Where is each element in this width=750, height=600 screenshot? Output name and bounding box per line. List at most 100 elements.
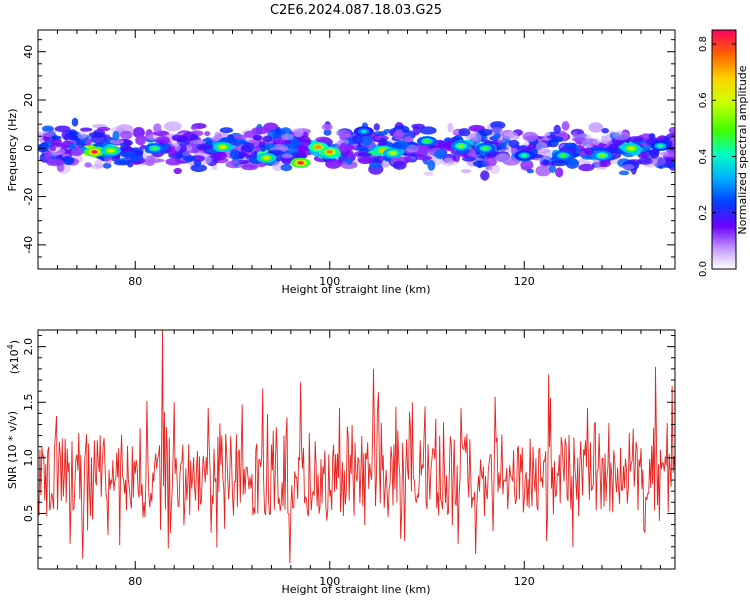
- figure-title: C2E6.2024.087.18.03.G25: [270, 3, 442, 18]
- heatmap-cell: [405, 144, 419, 153]
- heatmap-cell: [651, 157, 666, 166]
- snr-multiplier-base: (x10: [8, 349, 21, 374]
- heatmap-cell: [392, 160, 407, 170]
- snr-ticks: 80 100 120 0.5 1.0 1.5 2.0: [22, 330, 675, 588]
- heatmap-cell: [527, 143, 535, 150]
- heatmap-cell: [259, 144, 267, 152]
- heatmap-cell: [553, 124, 561, 134]
- y-tick-label: 0: [22, 145, 35, 152]
- heatmap-cell: [373, 123, 380, 131]
- heatmap-cell: [183, 155, 196, 162]
- heatmap-cell: [668, 126, 675, 134]
- heatmap-cell: [85, 138, 92, 146]
- heatmap-cell: [144, 155, 156, 166]
- heatmap-cell: [649, 148, 660, 160]
- heatmap-cell: [588, 122, 604, 133]
- heatmap-cell: [648, 133, 656, 139]
- heatmap-hotspot: [482, 146, 489, 151]
- heatmap-cell: [660, 151, 675, 157]
- heatmap-hotspot: [423, 139, 431, 143]
- heatmap-cell: [282, 145, 289, 151]
- heatmap-cell: [404, 155, 412, 163]
- heatmap-cell: [272, 161, 283, 172]
- heatmap-hotspot: [91, 150, 98, 154]
- heatmap-hotspot: [219, 145, 226, 149]
- heatmap-hotspot: [657, 144, 664, 148]
- spectrogram-heatmap: [38, 117, 675, 181]
- heatmap-cell: [61, 156, 75, 165]
- heatmap-cell: [251, 126, 270, 135]
- colorbar-tick-label: 0.4: [698, 149, 709, 165]
- heatmap-cell: [116, 158, 131, 165]
- heatmap-cell: [592, 137, 601, 146]
- heatmap-cell: [132, 127, 145, 138]
- heatmap-cell: [283, 140, 292, 145]
- y-tick-label: 0.5: [22, 505, 35, 523]
- heatmap-cell: [172, 135, 188, 141]
- heatmap-cell: [535, 142, 548, 151]
- heatmap-cell: [489, 164, 501, 174]
- heatmap-cell: [212, 150, 227, 161]
- heatmap-cell: [70, 147, 84, 157]
- snr-ylabel: SNR (10 * v/v): [6, 411, 19, 489]
- heatmap-cell: [561, 121, 570, 131]
- heatmap-cell: [262, 135, 273, 143]
- snr-multiplier: (x104): [6, 340, 21, 374]
- heatmap-cell: [508, 139, 520, 149]
- heatmap-cell: [526, 169, 534, 174]
- heatmap-cell: [339, 142, 348, 154]
- spectrogram-ylabel: Frequency (Hz): [6, 109, 19, 192]
- heatmap-cell: [535, 165, 551, 177]
- heatmap-cell: [522, 131, 538, 142]
- spectrogram-frame: [37, 29, 676, 270]
- x-tick-label: 120: [514, 275, 535, 288]
- heatmap-cell: [416, 155, 433, 161]
- heatmap-cell: [47, 158, 64, 167]
- heatmap-cell: [412, 125, 421, 136]
- heatmap-cell: [228, 160, 240, 165]
- heatmap-cell: [581, 154, 594, 160]
- heatmap-cell: [577, 158, 586, 164]
- heatmap-cell: [94, 159, 104, 169]
- spectrogram-ticks: 80 100 120 -40 -20 0 20 40: [22, 30, 675, 288]
- heatmap-cell: [135, 135, 145, 145]
- svg-text:(x104): (x104): [6, 340, 21, 374]
- y-tick-label: -20: [22, 188, 35, 206]
- heatmap-cell: [292, 139, 300, 150]
- heatmap-cell: [434, 148, 447, 160]
- heatmap-cell: [485, 156, 497, 167]
- heatmap-cell: [490, 121, 506, 130]
- heatmap-cell: [503, 131, 518, 140]
- heatmap-cell: [51, 137, 62, 146]
- heatmap-cell: [51, 135, 62, 140]
- heatmap-cell: [44, 150, 52, 161]
- heatmap-hotspot: [297, 161, 304, 165]
- heatmap-cell: [293, 127, 304, 138]
- snr-multiplier-close: ): [8, 340, 21, 344]
- heatmap-cell: [572, 137, 587, 143]
- x-tick-label: 100: [319, 275, 340, 288]
- heatmap-cell: [49, 145, 57, 152]
- snr-series-line: [38, 330, 675, 564]
- colorbar-ticks: 0.0 0.2 0.4 0.6 0.8: [698, 36, 736, 277]
- snr-panel: 80 100 120 0.5 1.0 1.5 2.0 Height of straight …: [6, 329, 676, 596]
- heatmap-cell: [338, 132, 351, 139]
- heatmap-hotspot: [521, 153, 528, 158]
- heatmap-cell: [112, 130, 120, 141]
- colorbar-tick-label: 0.0: [698, 261, 709, 277]
- y-tick-label: -40: [22, 236, 35, 254]
- heatmap-cell: [153, 123, 162, 133]
- heatmap-cell: [71, 117, 79, 127]
- x-tick-label: 100: [319, 575, 340, 588]
- heatmap-cell: [419, 126, 437, 135]
- heatmap-cell: [346, 158, 353, 165]
- heatmap-cell: [214, 131, 222, 140]
- heatmap-cell: [146, 134, 158, 141]
- heatmap-cell: [88, 131, 105, 138]
- colorbar-tick-label: 0.8: [698, 36, 709, 52]
- heatmap-cell: [41, 125, 54, 132]
- colorbar-gradient: [712, 30, 736, 269]
- heatmap-cell: [164, 121, 182, 132]
- heatmap-hotspot: [457, 144, 465, 148]
